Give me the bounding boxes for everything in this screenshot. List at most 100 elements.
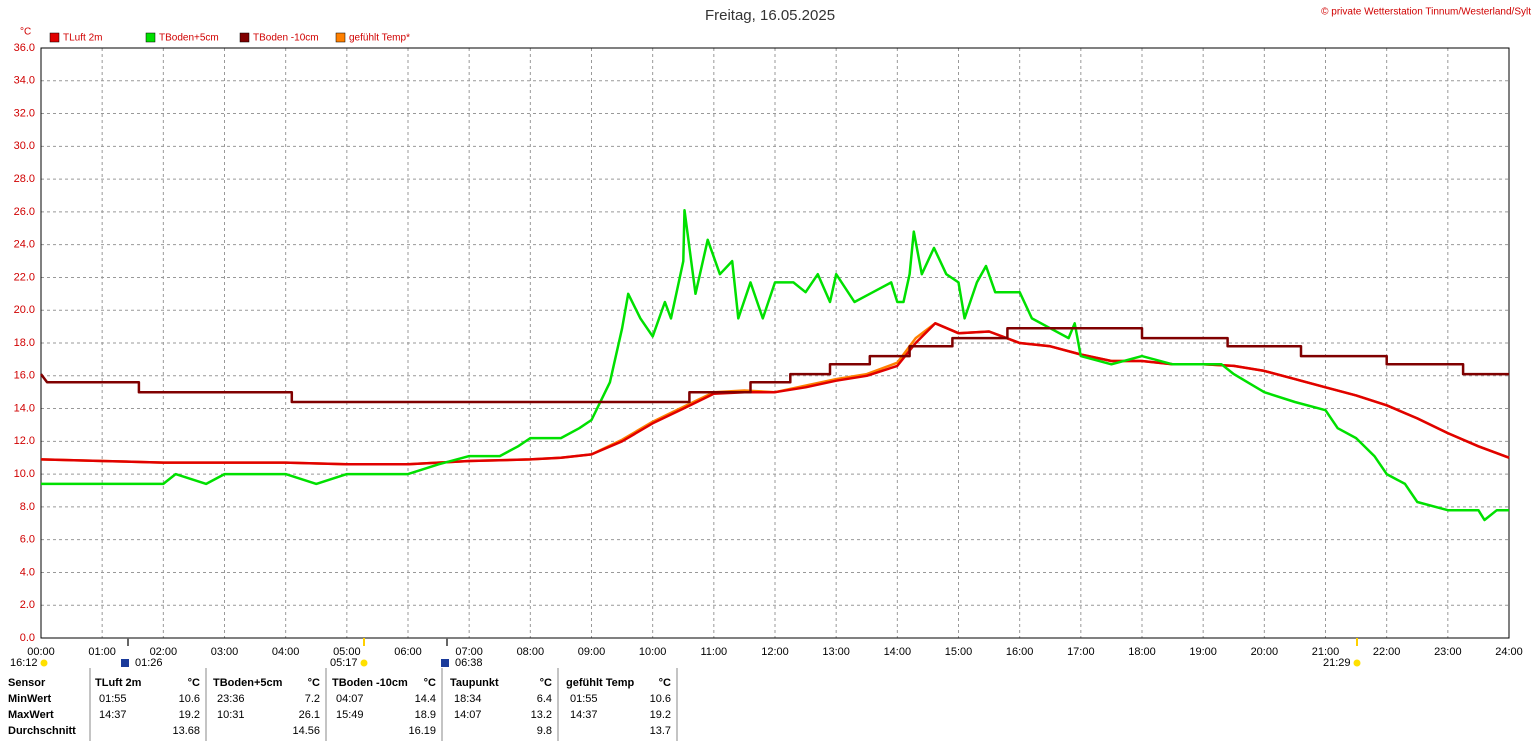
table-value: 13.2 <box>531 709 552 721</box>
series-line <box>39 327 1509 404</box>
x-tick-label: 06:00 <box>394 646 422 658</box>
x-tick-label: 01:00 <box>88 646 116 658</box>
table-value: 26.1 <box>299 709 320 721</box>
y-tick-label: 22.0 <box>14 271 35 283</box>
table-value: 6.4 <box>537 693 552 705</box>
table-time: 01:55 <box>99 693 127 705</box>
table-unit: °C <box>424 677 436 689</box>
y-tick-label: 24.0 <box>14 239 35 251</box>
annotation: 06:38 <box>455 657 483 669</box>
chart-title: Freitag, 16.05.2025 <box>705 7 835 24</box>
x-tick-label: 20:00 <box>1251 646 1279 658</box>
y-tick-label: 12.0 <box>14 435 35 447</box>
x-tick-label: 21:00 <box>1312 646 1340 658</box>
annotation: 21:29 <box>1323 657 1351 669</box>
table-header: TBoden+5cm <box>213 677 283 689</box>
legend-swatch <box>49 32 60 43</box>
table-header: Sensor <box>8 677 46 689</box>
x-tick-label: 15:00 <box>945 646 973 658</box>
y-tick-label: 34.0 <box>14 75 35 87</box>
series-line <box>40 322 1510 466</box>
table-time: 01:55 <box>570 693 598 705</box>
x-tick-label: 11:00 <box>700 646 727 658</box>
y-tick-label: 16.0 <box>14 370 35 382</box>
annotation: 16:12 <box>10 657 38 669</box>
annotation: 01:26 <box>135 657 163 669</box>
y-tick-label: 6.0 <box>20 534 35 546</box>
legend-label: TBoden -10cm <box>253 33 319 44</box>
sun-icon <box>40 659 48 667</box>
table-value: 7.2 <box>305 693 320 705</box>
table-value: 16.19 <box>408 725 436 737</box>
table-time: 10:31 <box>217 709 245 721</box>
x-tick-label: 08:00 <box>517 646 545 658</box>
x-tick-label: 00:00 <box>27 646 55 658</box>
legend-label: TBoden+5cm <box>159 33 219 44</box>
table-value: 13.7 <box>650 725 671 737</box>
y-axis-label: °C <box>20 27 31 38</box>
legend-swatch <box>145 32 156 43</box>
x-tick-label: 09:00 <box>578 646 606 658</box>
y-tick-label: 8.0 <box>20 501 35 513</box>
x-tick-label: 23:00 <box>1434 646 1462 658</box>
x-tick-label: 07:00 <box>455 646 483 658</box>
table-header: Taupunkt <box>450 677 499 689</box>
y-tick-label: 2.0 <box>20 599 35 611</box>
x-tick-label: 16:00 <box>1006 646 1034 658</box>
legend-swatch <box>335 32 346 43</box>
y-tick-label: 18.0 <box>14 337 35 349</box>
x-tick-label: 19:00 <box>1189 646 1217 658</box>
legend-label: TLuft 2m <box>63 33 102 44</box>
table-value: 10.6 <box>650 693 671 705</box>
table-value: 18.9 <box>415 709 436 721</box>
table-header: TLuft 2m <box>95 677 142 689</box>
table-time: 14:37 <box>99 709 127 721</box>
table-unit: °C <box>308 677 320 689</box>
y-tick-label: 28.0 <box>14 173 35 185</box>
table-header: TBoden -10cm <box>332 677 408 689</box>
moon-icon <box>121 659 129 667</box>
x-tick-label: 10:00 <box>639 646 667 658</box>
x-tick-label: 12:00 <box>761 646 789 658</box>
plot-border <box>40 47 1510 639</box>
x-tick-label: 24:00 <box>1495 646 1523 658</box>
y-tick-label: 26.0 <box>14 206 35 218</box>
table-time: 14:07 <box>454 709 482 721</box>
annotation: 05:17 <box>330 657 358 669</box>
table-row-label: MaxWert <box>8 709 54 721</box>
table-value: 9.8 <box>537 725 552 737</box>
x-tick-label: 13:00 <box>822 646 850 658</box>
x-tick-label: 03:00 <box>211 646 239 658</box>
copyright: © private Wetterstation Tinnum/Westerlan… <box>1321 7 1531 18</box>
y-tick-label: 20.0 <box>14 304 35 316</box>
table-value: 13.68 <box>172 725 200 737</box>
table-value: 14.4 <box>415 693 436 705</box>
y-tick-label: 0.0 <box>20 632 35 644</box>
table-time: 04:07 <box>336 693 364 705</box>
y-tick-label: 4.0 <box>20 566 35 578</box>
table-row-label: Durchschnitt <box>8 725 76 737</box>
table-unit: °C <box>659 677 671 689</box>
moon-icon <box>441 659 449 667</box>
x-tick-label: 22:00 <box>1373 646 1401 658</box>
x-tick-label: 05:00 <box>333 646 361 658</box>
legend-swatch <box>239 32 250 43</box>
x-tick-label: 17:00 <box>1067 646 1095 658</box>
y-tick-label: 36.0 <box>14 42 35 54</box>
y-tick-label: 10.0 <box>14 468 35 480</box>
x-tick-label: 04:00 <box>272 646 300 658</box>
table-time: 18:34 <box>454 693 482 705</box>
x-tick-label: 02:00 <box>150 646 178 658</box>
y-tick-label: 32.0 <box>14 107 35 119</box>
table-time: 23:36 <box>217 693 245 705</box>
table-value: 19.2 <box>179 709 200 721</box>
series-line <box>41 208 1509 522</box>
table-value: 14.56 <box>292 725 320 737</box>
table-header: gefühlt Temp <box>566 677 635 689</box>
y-tick-label: 30.0 <box>14 140 35 152</box>
table-unit: °C <box>188 677 200 689</box>
y-tick-label: 14.0 <box>14 402 35 414</box>
